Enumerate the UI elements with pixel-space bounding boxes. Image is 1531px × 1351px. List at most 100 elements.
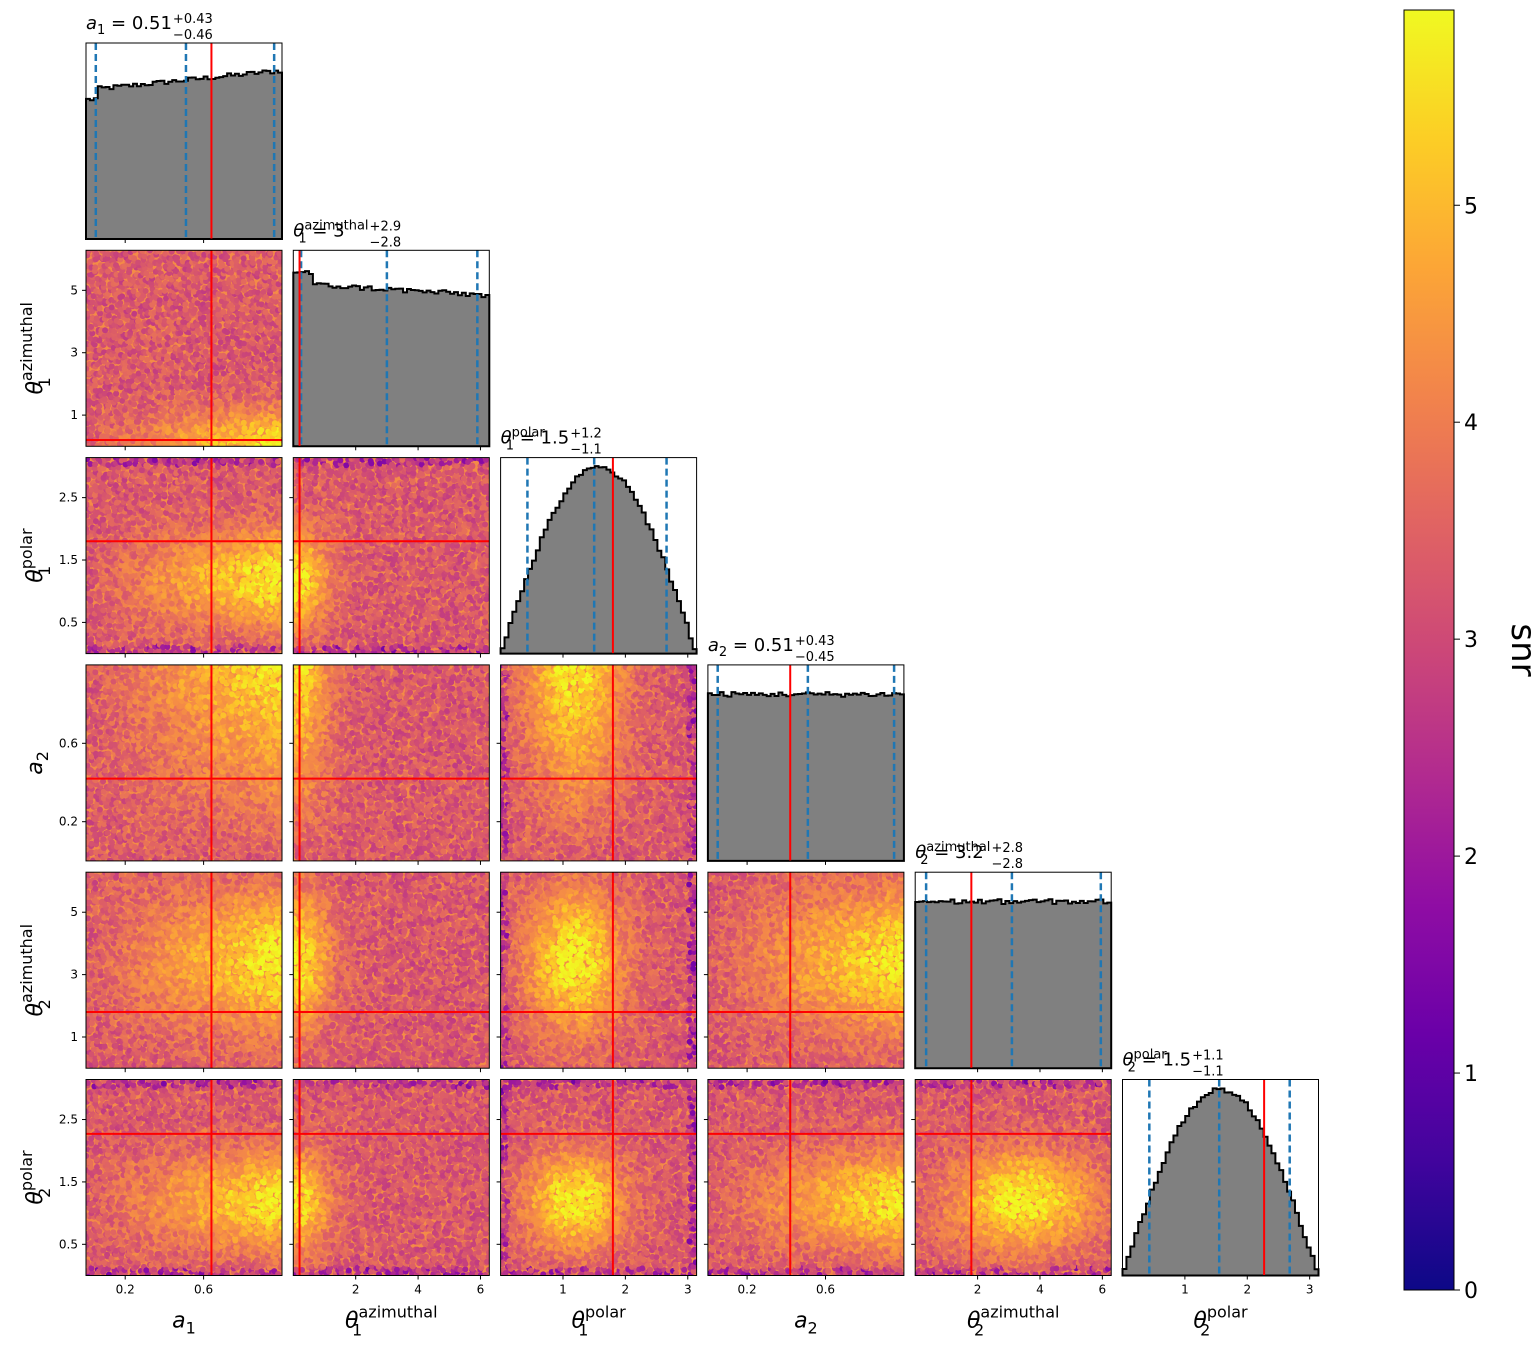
scatter-point [312, 510, 319, 517]
scatter-point [193, 322, 200, 329]
scatter-point [181, 542, 188, 549]
scatter-point [202, 336, 209, 343]
scatter-point [324, 640, 331, 647]
scatter-point [249, 513, 256, 520]
scatter-point [126, 338, 133, 345]
scatter-point [172, 300, 179, 307]
scatter-point [241, 425, 248, 432]
scatter-point [164, 571, 171, 578]
panel-1-0: 135 [70, 249, 283, 451]
scatter-point [151, 524, 158, 531]
scatter-point [105, 402, 112, 409]
scatter-point [101, 586, 108, 593]
scatter-point [229, 500, 236, 507]
scatter-point [328, 468, 335, 475]
scatter-point [151, 293, 158, 300]
scatter-point [157, 550, 164, 557]
scatter-point [342, 611, 349, 618]
scatter-point [262, 360, 269, 367]
scatter-point [267, 353, 274, 360]
scatter-point [215, 614, 222, 621]
scatter-point [245, 591, 252, 598]
scatter-point [104, 504, 111, 511]
scatter-point [93, 615, 100, 622]
scatter-point [306, 628, 313, 635]
scatter-point [266, 623, 273, 630]
scatter-point [127, 499, 134, 506]
scatter-point [278, 497, 282, 504]
scatter-point [173, 268, 180, 275]
scatter-point [151, 331, 158, 338]
scatter-point [187, 484, 194, 491]
scatter-point [236, 604, 243, 611]
scatter-point [93, 250, 100, 257]
scatter-point [198, 572, 205, 579]
scatter-point [275, 330, 282, 337]
scatter-point [275, 319, 282, 326]
scatter-point [160, 517, 167, 524]
scatter-point [266, 314, 273, 321]
scatter-point [238, 495, 245, 502]
scatter-point [105, 462, 112, 469]
scatter-point [228, 301, 235, 308]
scatter-point [155, 516, 162, 523]
scatter-point [155, 250, 162, 255]
scatter-point [275, 561, 282, 568]
scatter-point [156, 487, 163, 494]
scatter-point [234, 581, 241, 588]
scatter-point [128, 492, 135, 499]
scatter-point [234, 522, 241, 529]
scatter-point [105, 542, 112, 549]
scatter-point [173, 514, 180, 521]
scatter-point [105, 528, 112, 535]
scatter-point [196, 533, 203, 540]
scatter-point [276, 554, 282, 561]
scatter-point [270, 343, 277, 350]
scatter-point [130, 423, 137, 430]
scatter-point [342, 636, 349, 643]
scatter-point [127, 482, 134, 489]
scatter-point [164, 504, 171, 511]
scatter-point [94, 442, 101, 447]
scatter-point [197, 521, 204, 528]
scatter-point [108, 363, 115, 370]
scatter-point [86, 617, 91, 624]
scatter-point [337, 482, 344, 489]
scatter-point [259, 351, 266, 358]
scatter-point [138, 457, 145, 464]
scatter-point [345, 585, 352, 592]
scatter-point [100, 618, 107, 625]
scatter-point [190, 395, 197, 402]
scatter-point [106, 470, 113, 477]
scatter-point [246, 490, 253, 497]
scatter-point [276, 250, 282, 257]
scatter-point [112, 542, 119, 549]
scatter-point [181, 624, 188, 631]
scatter-point [129, 300, 136, 307]
scatter-point [186, 329, 193, 336]
scatter-point [212, 301, 219, 308]
scatter-point [105, 312, 112, 319]
scatter-point [184, 271, 191, 278]
scatter-point [330, 648, 337, 654]
scatter-point [130, 278, 137, 285]
scatter-point [226, 623, 233, 630]
scatter-point [228, 486, 235, 493]
panel-title-errors: −0.46 [173, 28, 213, 43]
scatter-point [139, 354, 146, 361]
scatter-point [181, 558, 188, 565]
scatter-point [232, 576, 239, 583]
scatter-point [254, 386, 261, 393]
scatter-point [257, 597, 264, 604]
scatter-point [113, 408, 120, 415]
scatter-point [333, 579, 340, 586]
scatter-point [299, 534, 306, 541]
scatter-point [329, 627, 336, 634]
scatter-point [198, 567, 205, 574]
scatter-point [136, 533, 143, 540]
scatter-point [184, 370, 191, 377]
scatter-point [333, 614, 340, 621]
scatter-point [339, 575, 346, 582]
scatter-point [109, 600, 116, 607]
scatter-point [87, 407, 94, 414]
